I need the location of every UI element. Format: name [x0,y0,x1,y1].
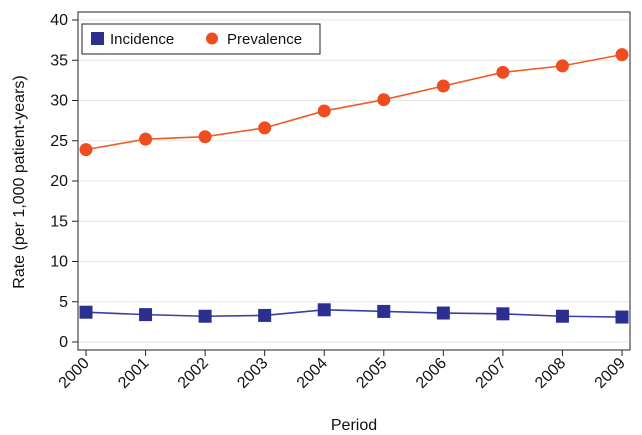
y-tick-label: 25 [50,133,68,150]
x-tick-label: 2003 [234,355,271,392]
x-tick-label: 2009 [592,355,629,392]
legend-label-incidence: Incidence [110,31,174,48]
y-axis-title: Rate (per 1,000 patient-years) [11,75,28,288]
data-point-prevalence [318,104,331,117]
y-tick-label: 35 [50,52,68,69]
data-point-prevalence [199,130,212,143]
data-point-prevalence [377,93,390,106]
x-tick-label: 2001 [115,355,152,392]
data-point-incidence [616,311,629,324]
x-tick-label: 2008 [532,355,569,392]
x-tick-label: 2005 [353,355,390,392]
y-tick-label: 0 [59,334,68,351]
data-point-incidence [496,307,509,320]
data-point-prevalence [437,80,450,93]
data-point-prevalence [80,143,93,156]
x-tick-label: 2004 [294,355,331,392]
data-point-incidence [318,303,331,316]
data-point-prevalence [556,59,569,72]
x-tick-label: 2006 [413,355,450,392]
data-point-incidence [258,309,271,322]
series-line-incidence [86,310,622,317]
series-layer [80,48,629,323]
legend-marker-prevalence [206,33,218,45]
data-point-incidence [556,310,569,323]
y-tick-label: 5 [59,294,68,311]
data-point-prevalence [496,66,509,79]
data-point-prevalence [139,133,152,146]
data-point-incidence [437,307,450,320]
y-tick-label: 10 [50,254,68,271]
legend: Incidence Prevalence [82,24,320,54]
x-axis-title: Period [331,417,377,434]
y-tick-label: 40 [50,12,68,29]
data-point-incidence [199,310,212,323]
x-tick-label: 2007 [473,355,510,392]
x-tick-label: 2000 [56,355,93,392]
data-point-incidence [80,306,93,319]
legend-marker-incidence [91,32,104,45]
data-point-prevalence [258,121,271,134]
series-line-prevalence [86,55,622,150]
legend-label-prevalence: Prevalence [227,31,302,48]
data-point-prevalence [616,48,629,61]
data-point-incidence [139,308,152,321]
y-tick-label: 30 [50,93,68,110]
y-tick-label: 20 [50,173,68,190]
axes [72,12,630,356]
x-tick-label: 2002 [175,355,212,392]
y-tick-label: 15 [50,213,68,230]
data-point-incidence [377,305,390,318]
tick-labels: 0 5 10 15 20 25 30 35 40 2000 2001 2002 2003 2004 2005… [50,12,629,392]
